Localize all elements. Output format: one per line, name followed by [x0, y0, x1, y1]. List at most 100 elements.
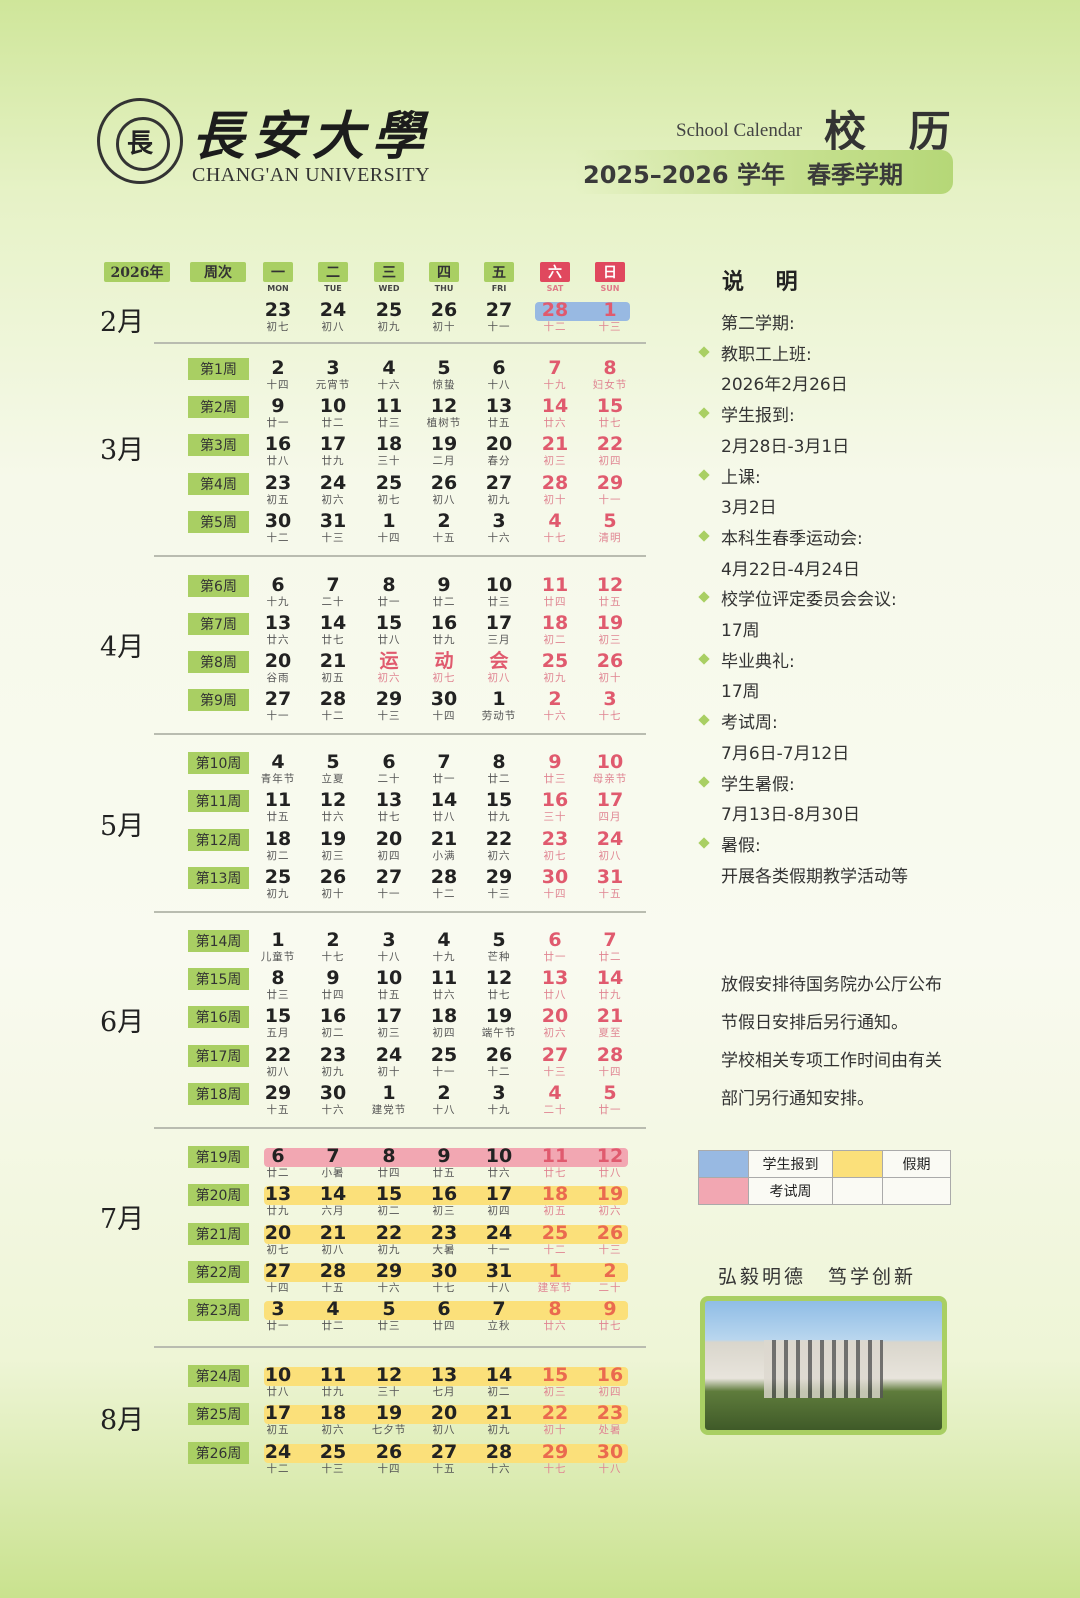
lunar-date: 十三	[543, 1066, 567, 1078]
lunar-date: 廿一	[266, 1320, 290, 1332]
date-number: 5	[382, 1298, 396, 1320]
day-cell: 26 初十	[582, 652, 638, 684]
day-cell: 27 十五	[416, 1443, 472, 1475]
date-number: 1	[603, 299, 617, 321]
date-number: 22	[375, 1222, 403, 1244]
bullet-icon	[698, 775, 710, 788]
month-label: 7月	[100, 1204, 145, 1235]
date-number: 20	[541, 1005, 569, 1027]
day-cell: 9 廿二	[416, 576, 472, 608]
day-cell: 3 十七	[582, 690, 638, 722]
lunar-date: 初七	[266, 1244, 290, 1256]
lunar-date: 建军节	[537, 1282, 573, 1294]
title-cn: 校 历	[824, 107, 965, 156]
day-cell: 8 妇女节	[582, 359, 638, 391]
day-cell: 10 廿六	[471, 1147, 527, 1179]
day-cell: 22 初八	[250, 1046, 306, 1078]
holiday-highlight	[264, 1367, 628, 1386]
date-number: 27	[485, 299, 513, 321]
day-cell: 14 廿六	[527, 397, 583, 429]
day-cell: 29 十六	[361, 1262, 417, 1294]
day-cell: 29 十三	[361, 690, 417, 722]
day-cell: 6 廿二	[250, 1147, 306, 1179]
day-cell: 18 初六	[305, 1404, 361, 1436]
date-number: 14	[541, 395, 569, 417]
day-cell: 9 廿一	[250, 397, 306, 429]
day-cell: 22 初六	[471, 830, 527, 862]
day-cell: 4 青年节	[250, 753, 306, 785]
day-cell: 24 初十	[361, 1046, 417, 1078]
lunar-date: 初三	[543, 455, 567, 467]
lunar-date: 廿二	[266, 1167, 290, 1179]
date-number: 28	[319, 1260, 347, 1282]
date-number: 13	[264, 1183, 292, 1205]
date-number: 21	[596, 1005, 624, 1027]
date-number: 3	[326, 357, 340, 379]
day-header-sun: 日	[595, 262, 625, 282]
lunar-date: 夏至	[598, 1027, 622, 1039]
date-number: 5	[603, 1082, 617, 1104]
lunar-date: 初八	[432, 1424, 456, 1436]
lunar-date: 小满	[432, 850, 456, 862]
legend-table: 学生报到 假期 考试周	[698, 1150, 951, 1205]
date-number: 29	[375, 1260, 403, 1282]
date-number: 24	[319, 472, 347, 494]
day-cell: 12 三十	[361, 1366, 417, 1398]
date-number: 7	[326, 1145, 340, 1167]
day-cell: 25 初九	[361, 301, 417, 333]
day-cell: 14 廿七	[305, 614, 361, 646]
lunar-date: 元宵节	[315, 379, 351, 391]
day-cell: 13 廿六	[250, 614, 306, 646]
day-cell: 30 十六	[305, 1084, 361, 1116]
date-number: 5	[603, 510, 617, 532]
lunar-date: 处暑	[598, 1424, 622, 1436]
date-number: 13	[375, 789, 403, 811]
lunar-date: 建党节	[371, 1104, 407, 1116]
day-header-thu: 四	[429, 262, 459, 282]
lunar-date: 十三	[487, 888, 511, 900]
lunar-date: 十三	[321, 1463, 345, 1475]
day-header-en: WED	[378, 284, 400, 293]
date-number: 10	[319, 395, 347, 417]
day-cell: 18 三十	[361, 435, 417, 467]
day-cell: 7 小暑	[305, 1147, 361, 1179]
date-number: 11	[375, 395, 403, 417]
day-cell: 30 十二	[250, 512, 306, 544]
motto: 弘毅明德 笃学创新	[718, 1266, 917, 1288]
day-cell: 22 初九	[361, 1224, 417, 1256]
lunar-date: 廿六	[543, 1320, 567, 1332]
date-number: 12	[319, 789, 347, 811]
month-divider	[154, 342, 646, 344]
lunar-date: 初二	[266, 850, 290, 862]
lunar-date: 廿五	[598, 596, 622, 608]
lunar-date: 惊蛰	[432, 379, 456, 391]
lunar-date: 十八	[432, 1104, 456, 1116]
day-cell: 14 六月	[305, 1185, 361, 1217]
lunar-date: 廿七	[598, 1320, 622, 1332]
lunar-date: 青年节	[260, 773, 296, 785]
day-header-en: SAT	[546, 284, 564, 293]
date-number: 30	[264, 510, 292, 532]
date-number: 30	[319, 1082, 347, 1104]
lunar-date: 初十	[432, 321, 456, 333]
month-label: 8月	[100, 1405, 145, 1436]
lunar-date: 春分	[487, 455, 511, 467]
lunar-date: 廿一	[598, 1104, 622, 1116]
month-label: 2月	[100, 307, 145, 338]
note-line: 教职工上班:	[721, 344, 812, 365]
date-number: 11	[541, 1145, 569, 1167]
day-cell: 31 十八	[471, 1262, 527, 1294]
date-number: 16	[264, 433, 292, 455]
day-cell: 30 十四	[527, 868, 583, 900]
legend-label-exam: 考试周	[748, 1177, 833, 1205]
week-label: 第18周	[188, 1083, 249, 1105]
note-line: 7月13日-8月30日	[721, 805, 861, 826]
lunar-date: 廿八	[377, 634, 401, 646]
day-cell: 21 初三	[527, 435, 583, 467]
date-number: 10	[264, 1364, 292, 1386]
lunar-date: 廿五	[432, 1167, 456, 1179]
report-highlight	[535, 302, 630, 321]
day-cell: 25 十三	[305, 1443, 361, 1475]
day-header-en: MON	[267, 284, 289, 293]
day-cell: 7 立秋	[471, 1300, 527, 1332]
